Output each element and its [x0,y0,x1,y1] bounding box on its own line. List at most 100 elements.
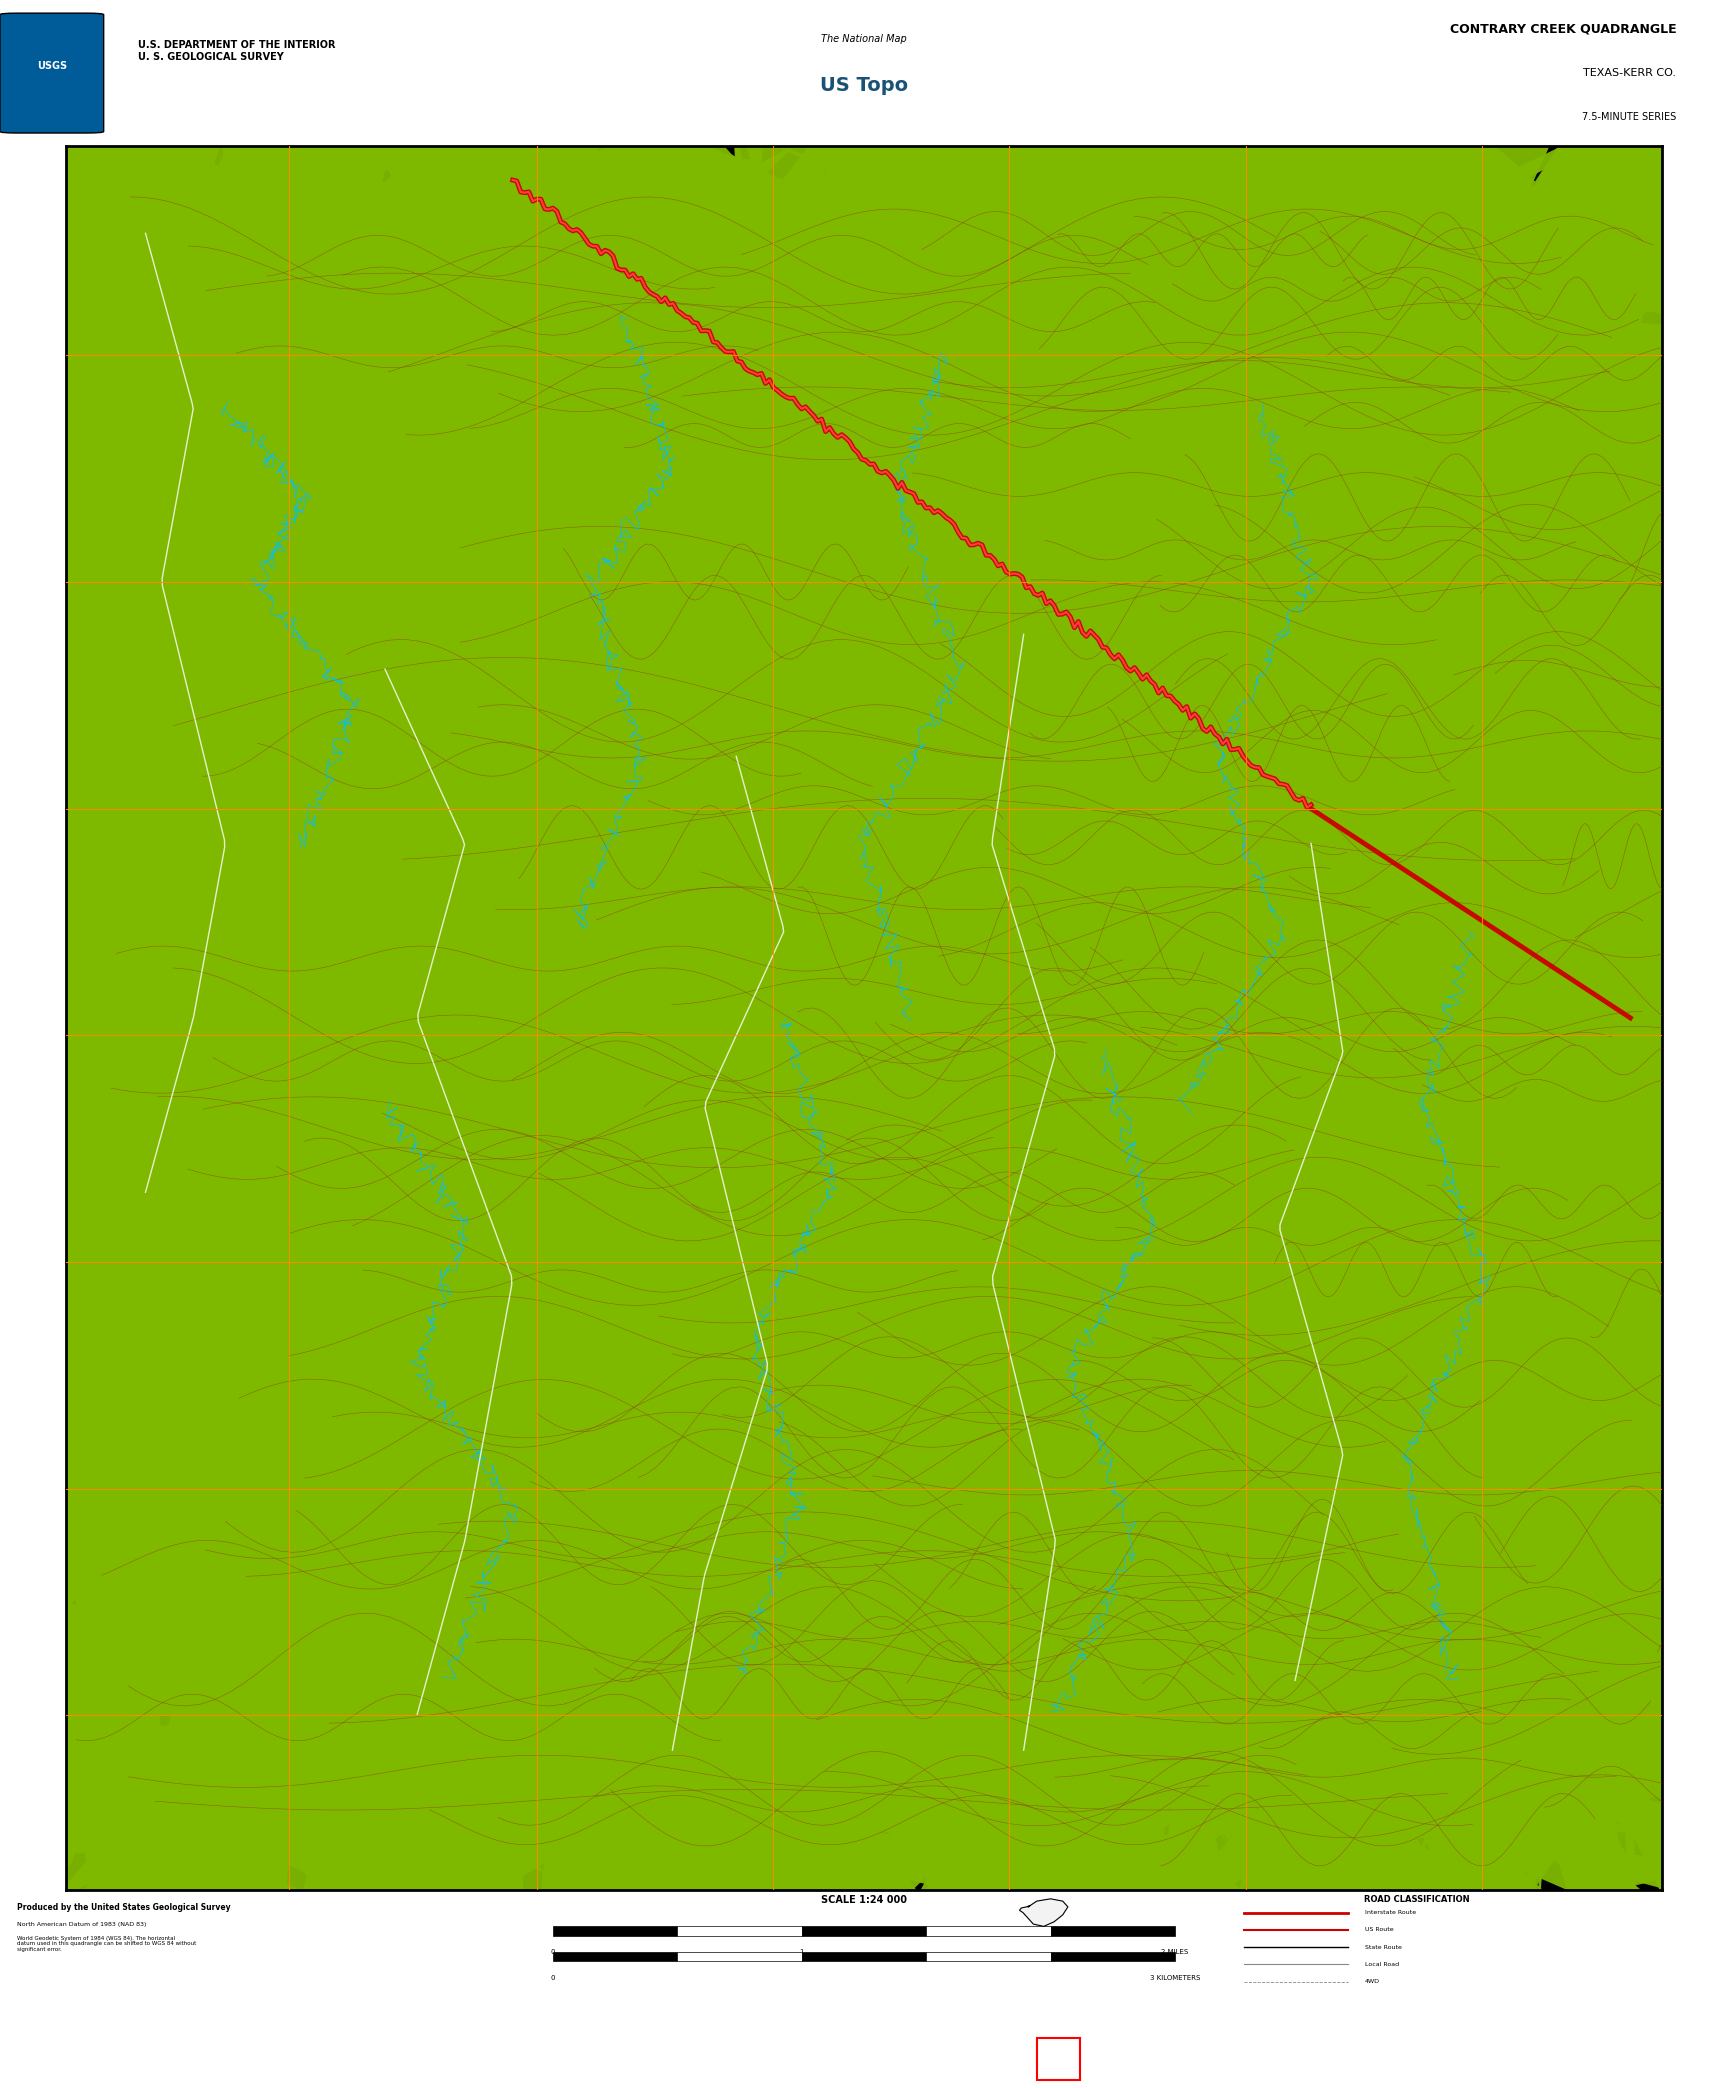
Polygon shape [321,1351,1317,1979]
Polygon shape [0,165,736,1027]
Polygon shape [0,1036,781,2088]
Polygon shape [147,0,1223,587]
Text: The National Map: The National Map [821,33,907,44]
Polygon shape [888,1405,1728,2088]
Polygon shape [359,269,1246,1134]
Polygon shape [0,236,1063,1407]
Polygon shape [0,889,689,1710]
Polygon shape [45,793,1049,1783]
Polygon shape [513,505,1469,1224]
Polygon shape [334,119,1344,670]
Polygon shape [646,361,1728,1109]
Text: Local Road: Local Road [1365,1963,1400,1967]
Polygon shape [126,668,1358,1526]
Polygon shape [0,426,810,1771]
Polygon shape [33,353,1469,1247]
Polygon shape [807,1242,1728,1942]
Bar [926,1952,1051,1961]
Polygon shape [931,775,1728,1416]
Polygon shape [0,952,560,1862]
Polygon shape [532,1261,1728,2007]
Bar [677,1927,802,1936]
Polygon shape [176,1437,1198,2088]
Polygon shape [892,13,1728,633]
Polygon shape [619,0,1728,572]
Polygon shape [940,203,1728,1105]
Polygon shape [0,378,721,1288]
Polygon shape [242,524,1598,1478]
Bar [1051,1952,1175,1961]
Polygon shape [1075,38,1728,860]
FancyBboxPatch shape [0,13,104,134]
Polygon shape [831,269,1728,1178]
Polygon shape [0,17,847,1301]
Bar [802,1952,926,1961]
Polygon shape [726,198,1728,898]
Polygon shape [0,69,1139,624]
Polygon shape [899,240,1728,1411]
Polygon shape [0,1253,1037,1883]
Polygon shape [778,1376,1728,2088]
Polygon shape [869,1176,1728,1787]
Polygon shape [0,0,667,566]
Polygon shape [372,90,1450,956]
Polygon shape [480,1270,1562,1862]
Text: North American Datum of 1983 (NAD 83): North American Datum of 1983 (NAD 83) [17,1921,147,1927]
Polygon shape [249,228,1410,942]
Polygon shape [532,1113,1728,1996]
Polygon shape [468,927,1394,1610]
Polygon shape [0,1242,1184,2000]
Polygon shape [0,484,890,1359]
Polygon shape [924,1128,1728,1712]
Polygon shape [0,61,859,551]
Polygon shape [0,1042,1172,1754]
Polygon shape [0,773,1394,1480]
Polygon shape [681,808,1711,1478]
Polygon shape [670,432,1610,1345]
Polygon shape [0,192,726,735]
Polygon shape [406,1451,1476,2088]
Polygon shape [548,693,1709,1234]
Polygon shape [370,526,1407,1059]
Polygon shape [741,0,1728,950]
Polygon shape [900,0,1728,583]
Polygon shape [0,144,843,441]
Polygon shape [123,286,1374,938]
Polygon shape [498,0,1728,720]
Polygon shape [543,61,1458,691]
Polygon shape [1082,503,1728,1599]
Polygon shape [1058,86,1728,1052]
Polygon shape [0,6,430,685]
Polygon shape [1054,773,1728,1666]
Polygon shape [506,0,1346,674]
Polygon shape [536,0,1438,1196]
Polygon shape [142,1054,1035,1683]
Bar [677,1952,802,1961]
Polygon shape [1020,601,1728,1758]
Polygon shape [1045,457,1728,1430]
Polygon shape [0,674,1002,1395]
Polygon shape [361,1505,1287,2021]
Bar [553,1952,677,1961]
Polygon shape [0,0,712,716]
Polygon shape [0,92,1056,603]
Polygon shape [0,472,530,1261]
Polygon shape [1013,1067,1728,1869]
Polygon shape [470,603,1412,1516]
Polygon shape [435,996,1559,1856]
Polygon shape [0,470,660,1015]
Polygon shape [629,86,1728,639]
Polygon shape [297,1386,1272,2088]
Polygon shape [588,800,1688,1409]
Polygon shape [0,173,975,729]
Polygon shape [278,0,1089,1042]
Polygon shape [235,1130,1128,2078]
Polygon shape [0,0,475,1044]
Polygon shape [804,881,1728,1885]
Polygon shape [441,184,1502,1094]
Polygon shape [0,15,982,489]
Polygon shape [0,0,546,896]
Polygon shape [0,1092,1123,1967]
Polygon shape [477,390,1562,1349]
Polygon shape [655,520,1616,1391]
